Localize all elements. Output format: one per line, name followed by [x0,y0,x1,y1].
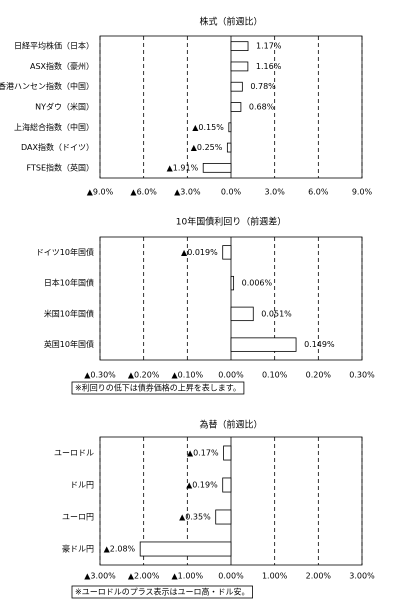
x-tick-label: 6.0% [308,188,329,197]
value-label: 1.17% [256,42,282,51]
bar [230,41,249,52]
x-tick-label: 0.10% [262,371,288,380]
category-label: ユーロ円 [62,513,94,522]
bar [222,245,232,260]
x-tick-label: 0.0% [221,188,242,197]
value-label: ▲0.25% [191,143,223,152]
x-tick-label: 0.00% [218,572,244,581]
category-label: 上海総合指数（中国） [14,122,94,132]
value-label: ▲0.15% [192,123,224,132]
x-tick-label: ▲0.20% [128,371,160,380]
bar [215,509,232,525]
x-tick-label: ▲0.10% [172,371,204,380]
x-tick-label: ▲0.30% [84,371,116,380]
x-tick-label: 1.00% [262,572,288,581]
value-label: ▲0.019% [181,248,218,257]
x-tick-label: 0.20% [306,371,332,380]
x-tick-label: 2.00% [306,572,332,581]
note-box [71,585,253,599]
x-tick-label: 9.0% [352,188,373,197]
bar [223,445,232,461]
bar [230,61,249,72]
bar [230,275,235,291]
chart-title: 株式（前週比） [199,16,262,28]
category-label: ドル円 [70,481,94,490]
x-tick-label: 0.30% [349,371,375,380]
bar [228,122,232,133]
x-tick-label: ▲9.0% [87,188,114,197]
category-label: 英国10年国債 [44,339,94,349]
bar [230,81,243,92]
category-label: 日本10年国債 [44,278,94,288]
x-tick-label: ▲2.00% [128,572,160,581]
value-label: ▲2.08% [104,545,136,554]
category-label: 香港ハンセン指数（中国） [0,81,94,91]
bar [222,477,232,493]
note-box [71,381,245,395]
category-label: DAX指数（ドイツ） [21,142,94,152]
value-label: 0.149% [304,340,335,349]
value-label: 0.006% [242,279,273,288]
bar [230,306,254,322]
chart-title: 為替（前週比） [199,419,262,431]
x-tick-label: 3.00% [349,572,375,581]
x-tick-label: 3.0% [265,188,286,197]
category-label: ドイツ10年国債 [36,247,94,257]
bar [230,337,297,352]
note: ※利回りの低下は債券価格の上昇を表します。 [75,383,241,393]
category-label: 豪ドル円 [62,544,94,554]
value-label: 1.16% [256,62,282,71]
category-label: NYダウ（米国） [35,102,94,112]
category-label: 日経平均株価（日本） [14,41,94,51]
bar [139,541,232,557]
value-label: ▲0.19% [186,481,218,490]
value-label: ▲1.91% [167,163,199,172]
value-label: ▲0.17% [187,449,219,458]
value-label: 0.051% [261,309,292,318]
value-label: 0.68% [249,103,275,112]
value-label: 0.78% [250,82,276,91]
x-tick-label: ▲1.00% [172,572,204,581]
x-tick-label: ▲6.0% [130,188,157,197]
category-label: 米国10年国債 [44,308,94,318]
category-label: ユーロドル [54,449,94,458]
note: ※ユーロドルのプラス表示はユーロ高・ドル安。 [75,587,250,597]
x-tick-label: ▲3.00% [84,572,116,581]
chart-title: 10年国債利回り（前週差） [176,216,286,228]
x-tick-label: 0.00% [218,371,244,380]
bar [226,142,232,153]
value-label: ▲0.35% [179,513,211,522]
bar [202,162,232,173]
category-label: ASX指数（豪州） [30,61,94,71]
bar [230,102,242,112]
category-label: FTSE指数（英国） [27,162,94,172]
x-tick-label: ▲3.0% [174,188,201,197]
